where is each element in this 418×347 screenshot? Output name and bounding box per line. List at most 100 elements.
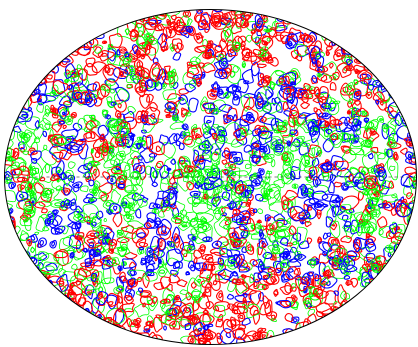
contour bbox=[403, 233, 411, 242]
contour bbox=[216, 236, 229, 248]
contour bbox=[223, 225, 231, 230]
contour bbox=[126, 317, 133, 328]
contour bbox=[56, 178, 60, 182]
contour bbox=[354, 68, 361, 75]
contour bbox=[395, 225, 399, 231]
contour bbox=[375, 163, 385, 172]
contour bbox=[300, 183, 307, 194]
contour bbox=[391, 130, 397, 136]
contour bbox=[283, 110, 293, 117]
contour bbox=[22, 134, 29, 141]
contour bbox=[110, 153, 124, 167]
contour bbox=[214, 69, 228, 80]
contour bbox=[167, 242, 173, 246]
contour bbox=[166, 240, 175, 247]
contour bbox=[165, 113, 171, 118]
contour bbox=[120, 48, 127, 52]
contour bbox=[155, 218, 172, 236]
contour bbox=[273, 246, 279, 252]
contour bbox=[241, 275, 255, 289]
contour bbox=[288, 40, 293, 47]
contour bbox=[119, 53, 133, 67]
contour bbox=[273, 290, 279, 296]
contour bbox=[169, 121, 184, 130]
contour bbox=[107, 47, 117, 62]
contour bbox=[270, 252, 277, 261]
contour bbox=[38, 117, 51, 130]
contour bbox=[206, 186, 228, 205]
contour bbox=[187, 260, 196, 272]
contour bbox=[393, 153, 398, 161]
contour bbox=[118, 204, 135, 217]
contour bbox=[252, 208, 258, 214]
contour bbox=[168, 107, 180, 117]
contour bbox=[71, 223, 80, 239]
contour bbox=[371, 211, 378, 217]
contour bbox=[154, 19, 162, 25]
contour bbox=[265, 273, 280, 285]
contour bbox=[77, 117, 87, 130]
contour bbox=[166, 93, 182, 105]
contour bbox=[139, 146, 156, 164]
contour bbox=[29, 93, 42, 104]
contour bbox=[13, 151, 19, 158]
contour bbox=[393, 91, 398, 97]
contour bbox=[159, 177, 171, 192]
contour bbox=[275, 101, 283, 113]
contour bbox=[347, 84, 352, 91]
contour bbox=[169, 176, 176, 185]
contour bbox=[185, 25, 194, 34]
contour bbox=[209, 99, 226, 113]
contour bbox=[238, 184, 244, 191]
contour bbox=[338, 246, 344, 255]
contour bbox=[405, 192, 414, 200]
contour bbox=[202, 102, 216, 110]
contour bbox=[215, 290, 224, 302]
contour bbox=[219, 246, 228, 255]
contour bbox=[262, 283, 267, 290]
contour bbox=[85, 57, 96, 68]
contour bbox=[290, 301, 299, 309]
contour bbox=[89, 232, 95, 237]
contour bbox=[70, 252, 74, 258]
contour bbox=[335, 135, 340, 140]
contour bbox=[158, 259, 162, 264]
contour bbox=[202, 149, 213, 163]
contour bbox=[127, 158, 135, 165]
contour bbox=[201, 73, 206, 77]
contour bbox=[155, 145, 162, 152]
contour bbox=[386, 246, 394, 251]
contour bbox=[9, 157, 13, 162]
contour bbox=[27, 182, 33, 191]
contour bbox=[181, 109, 188, 116]
contour bbox=[73, 208, 81, 219]
contour bbox=[135, 317, 142, 324]
contour bbox=[269, 81, 275, 89]
contour bbox=[321, 203, 329, 208]
contour bbox=[196, 181, 202, 187]
contour bbox=[85, 193, 94, 199]
contour bbox=[241, 48, 253, 59]
contour bbox=[282, 150, 291, 163]
contour bbox=[159, 241, 163, 248]
contour bbox=[256, 18, 261, 25]
contour bbox=[243, 144, 253, 153]
contour bbox=[288, 27, 302, 43]
contour bbox=[175, 98, 191, 122]
contour bbox=[362, 185, 371, 190]
contour bbox=[69, 280, 86, 296]
contour bbox=[250, 29, 263, 43]
contour bbox=[403, 109, 409, 116]
contour bbox=[178, 97, 185, 101]
contour bbox=[379, 118, 384, 121]
contour bbox=[242, 299, 247, 302]
contour bbox=[189, 56, 201, 65]
contour bbox=[344, 56, 351, 63]
contour bbox=[342, 146, 350, 153]
contour bbox=[123, 295, 134, 305]
contour bbox=[287, 205, 306, 222]
contour bbox=[198, 62, 205, 69]
contour bbox=[263, 155, 270, 160]
contour bbox=[149, 235, 160, 252]
contour bbox=[348, 98, 354, 104]
